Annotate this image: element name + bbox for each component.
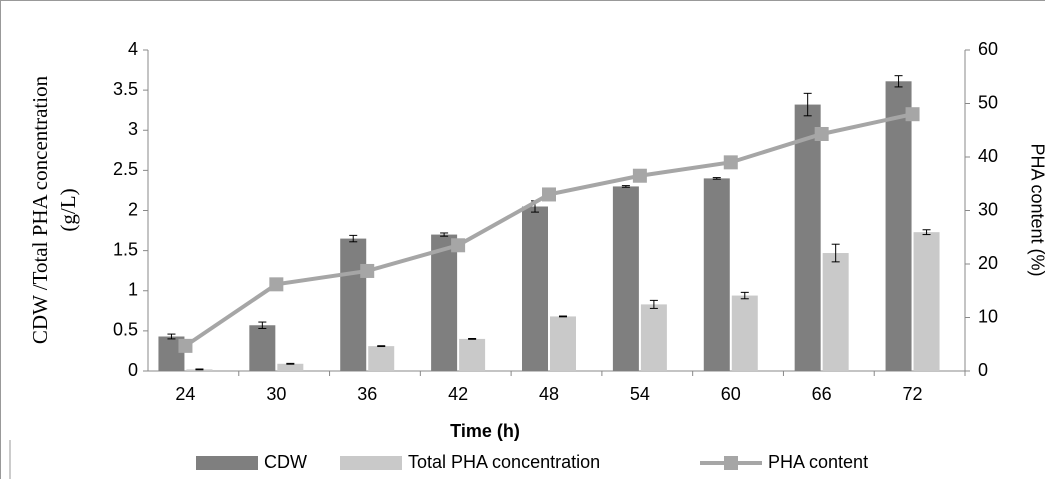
error-bar <box>258 321 267 329</box>
y-tick-label: 3.5 <box>113 79 138 99</box>
line-marker <box>178 338 193 353</box>
error-bar <box>286 362 295 365</box>
error-bar <box>712 177 721 180</box>
y2-tick-label: 20 <box>978 253 998 273</box>
line-marker <box>814 126 829 141</box>
x-axis-title: Time (h) <box>450 421 520 441</box>
legend-swatch <box>724 456 738 470</box>
line-marker <box>905 107 920 122</box>
error-bar <box>831 243 840 263</box>
legend-label: CDW <box>264 452 307 472</box>
error-bar <box>740 291 749 300</box>
y2-tick-label: 60 <box>978 39 998 59</box>
y-tick-label: 0 <box>128 360 138 380</box>
x-tick-label: 42 <box>448 384 468 404</box>
y-tick-label: 2 <box>128 199 138 219</box>
y-tick-label: 0.5 <box>113 320 138 340</box>
bar <box>731 295 758 371</box>
x-tick-label: 60 <box>721 384 741 404</box>
error-bar <box>349 234 358 243</box>
y-tick-label: 4 <box>128 39 138 59</box>
line-marker <box>360 263 375 278</box>
bar <box>277 363 304 371</box>
line-marker <box>723 155 738 170</box>
error-bar <box>649 299 658 309</box>
y-axis-title: CDW /Total PHA concentration <box>28 75 52 344</box>
error-bar <box>377 345 386 348</box>
y-tick-label: 1.5 <box>113 239 138 259</box>
bar <box>522 206 548 371</box>
y-tick-label: 2.5 <box>113 159 138 179</box>
bar <box>794 104 821 371</box>
error-bar <box>167 333 176 340</box>
y2-tick-label: 40 <box>978 146 998 166</box>
legend-swatch <box>196 456 258 470</box>
error-bar <box>559 315 567 318</box>
error-bar <box>440 232 449 237</box>
x-tick-label: 72 <box>903 384 923 404</box>
x-tick-label: 54 <box>630 384 650 404</box>
error-bar <box>803 92 812 117</box>
x-tick-label: 66 <box>812 384 832 404</box>
y-axis-title: (g/L) <box>56 188 80 231</box>
line-marker <box>542 187 556 202</box>
y2-tick-label: 30 <box>978 199 998 219</box>
bar <box>885 81 912 372</box>
error-bar <box>195 368 204 371</box>
x-tick-label: 24 <box>175 384 195 404</box>
bar <box>340 238 367 371</box>
bar <box>703 178 730 371</box>
legend-swatch <box>340 456 402 470</box>
y2-axis-title: PHA content (%) <box>1027 143 1045 276</box>
x-tick-label: 30 <box>266 384 286 404</box>
y2-tick-label: 10 <box>978 306 998 326</box>
x-tick-label: 48 <box>539 384 559 404</box>
bar <box>913 232 940 371</box>
bar <box>640 304 667 371</box>
bar <box>550 316 576 371</box>
y-tick-label: 3 <box>128 119 138 139</box>
bar <box>431 234 458 371</box>
bar <box>822 253 849 371</box>
error-bar <box>894 75 903 88</box>
line-marker <box>269 277 284 292</box>
bar <box>368 346 395 371</box>
line-marker <box>632 168 647 183</box>
y2-tick-label: 0 <box>978 360 988 380</box>
bar <box>612 186 639 371</box>
legend-label: PHA content <box>768 452 868 472</box>
line-marker <box>451 238 466 253</box>
legend-label: Total PHA concentration <box>408 452 600 472</box>
error-bar <box>621 185 630 188</box>
error-bar <box>468 337 477 340</box>
error-bar <box>922 229 931 236</box>
bar <box>249 325 276 371</box>
bar <box>459 338 486 371</box>
y-tick-label: 1 <box>128 280 138 300</box>
x-tick-label: 36 <box>357 384 377 404</box>
y2-tick-label: 50 <box>978 92 998 112</box>
